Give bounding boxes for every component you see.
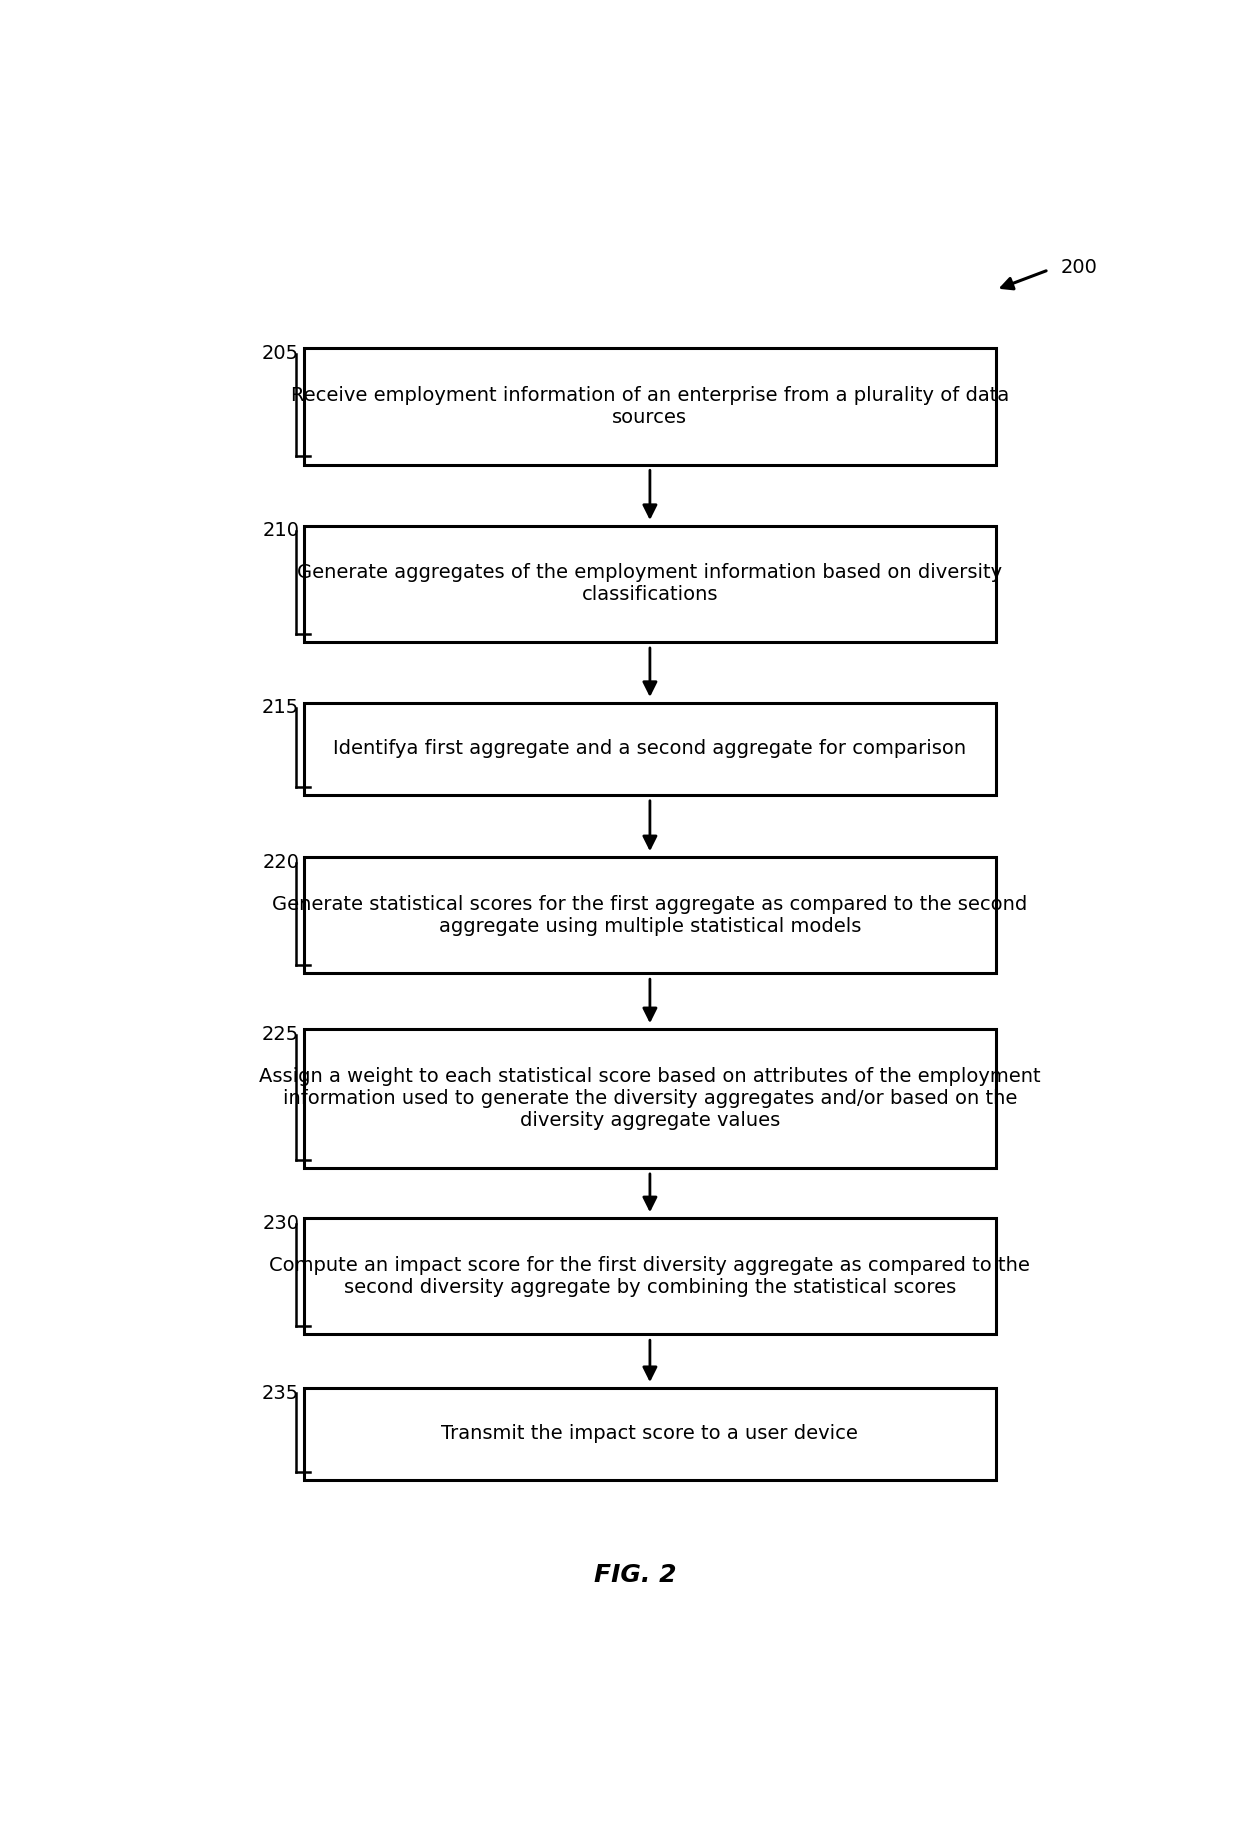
Text: Generate aggregates of the employment information based on diversity
classificat: Generate aggregates of the employment in…: [298, 563, 1002, 604]
Bar: [304, 349, 996, 465]
Bar: [304, 857, 996, 973]
Text: FIG. 2: FIG. 2: [594, 1564, 677, 1588]
Text: 235: 235: [262, 1383, 299, 1403]
Text: Identifya first aggregate and a second aggregate for comparison: Identifya first aggregate and a second a…: [334, 740, 966, 759]
Text: 215: 215: [262, 698, 299, 718]
Bar: [304, 1218, 996, 1335]
Bar: [304, 526, 996, 642]
Text: Assign a weight to each statistical score based on attributes of the employment
: Assign a weight to each statistical scor…: [259, 1067, 1040, 1130]
Text: 210: 210: [262, 521, 299, 541]
Bar: [304, 1388, 996, 1480]
Text: 200: 200: [1060, 257, 1097, 277]
Text: Compute an impact score for the first diversity aggregate as compared to the
sec: Compute an impact score for the first di…: [269, 1255, 1030, 1296]
Text: 220: 220: [262, 853, 299, 871]
Bar: [304, 1028, 996, 1169]
Text: Receive employment information of an enterprise from a plurality of data
sources: Receive employment information of an ent…: [291, 386, 1009, 426]
Text: 230: 230: [262, 1213, 299, 1233]
Text: 225: 225: [262, 1025, 299, 1043]
Text: Generate statistical scores for the first aggregate as compared to the second
ag: Generate statistical scores for the firs…: [273, 895, 1028, 936]
Text: Transmit the impact score to a user device: Transmit the impact score to a user devi…: [441, 1425, 858, 1444]
Text: 205: 205: [262, 343, 299, 364]
Bar: [304, 703, 996, 796]
